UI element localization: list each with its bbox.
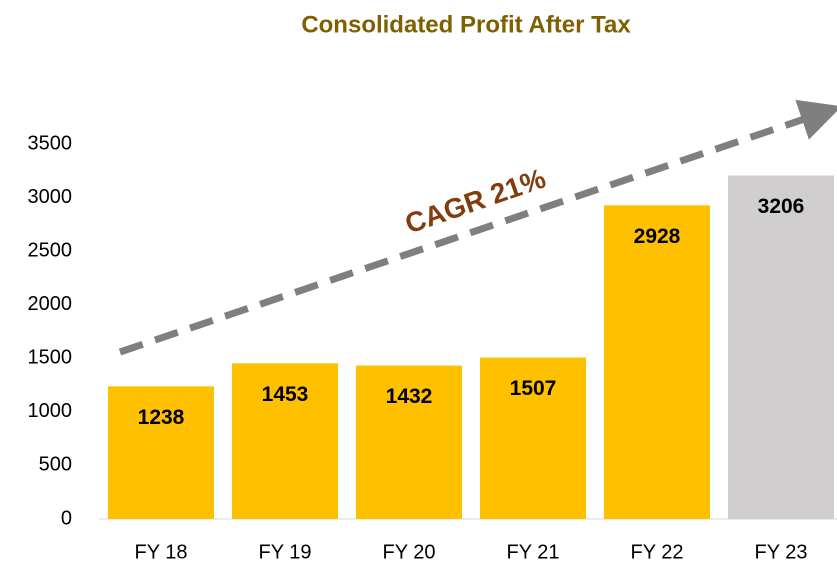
value-label: 3206 bbox=[758, 195, 805, 218]
x-tick-label: FY 21 bbox=[507, 541, 560, 563]
y-tick-label: 3000 bbox=[28, 186, 73, 208]
bar bbox=[604, 205, 710, 520]
trend-arrow bbox=[118, 99, 837, 356]
bar bbox=[232, 363, 338, 519]
y-tick-label: 2000 bbox=[28, 293, 73, 315]
value-label: 2928 bbox=[634, 225, 681, 248]
y-tick-label: 1000 bbox=[28, 400, 73, 422]
x-tick-label: FY 19 bbox=[259, 541, 312, 563]
x-tick-label: FY 23 bbox=[755, 541, 808, 563]
value-label: 1507 bbox=[510, 377, 557, 400]
y-tick-label: 0 bbox=[61, 507, 72, 529]
value-label: 1238 bbox=[138, 406, 185, 429]
bar bbox=[728, 175, 834, 519]
value-label: 1453 bbox=[262, 383, 309, 406]
x-tick-label: FY 22 bbox=[631, 541, 684, 563]
x-tick-label: FY 20 bbox=[383, 541, 436, 563]
y-tick-label: 500 bbox=[39, 454, 72, 476]
y-tick-label: 2500 bbox=[28, 239, 73, 261]
y-tick-label: 1500 bbox=[28, 347, 73, 369]
y-tick-label: 3500 bbox=[28, 132, 73, 154]
bar bbox=[480, 357, 586, 519]
value-label: 1432 bbox=[386, 385, 433, 408]
chart-title: Consolidated Profit After Tax bbox=[301, 11, 631, 38]
x-tick-label: FY 18 bbox=[135, 541, 188, 563]
bar bbox=[356, 365, 462, 519]
bar bbox=[108, 386, 214, 519]
